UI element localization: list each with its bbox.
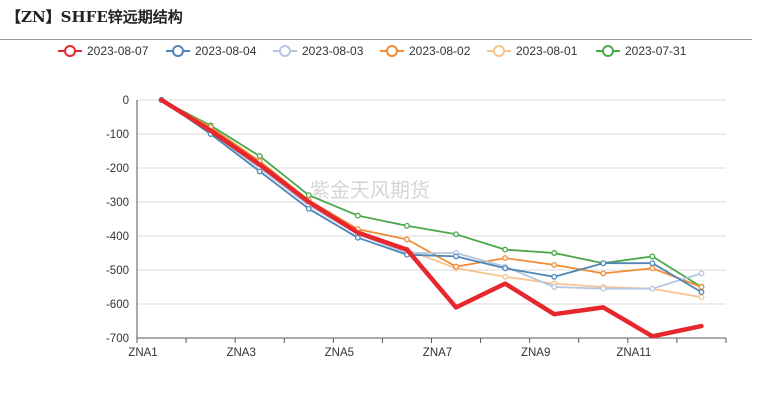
series-2023-08-04 <box>158 97 705 296</box>
y-tick-label: -600 <box>106 299 129 311</box>
x-tick-label: ZNA9 <box>521 347 550 359</box>
series-2023-08-07 <box>159 97 704 339</box>
x-axis: ZNA1 ZNA3 ZNA5 ZNA7 ZNA9 ZNA11 <box>128 337 727 359</box>
legend-swatch-marker <box>493 45 505 57</box>
y-tick-label: -200 <box>106 163 129 175</box>
data-point <box>649 260 656 267</box>
data-point <box>551 284 558 290</box>
data-point <box>502 255 509 262</box>
x-tick-label: ZNA5 <box>325 347 354 359</box>
data-point <box>600 285 607 292</box>
legend-label: 2023-08-03 <box>302 44 364 58</box>
y-tick-label: -100 <box>106 129 129 141</box>
legend-swatch-marker <box>64 45 76 57</box>
legend-label: 2023-08-02 <box>409 44 471 58</box>
legend-label: 2023-08-01 <box>516 44 578 58</box>
data-point <box>502 273 509 280</box>
series-line <box>159 97 704 339</box>
legend-label: 2023-08-04 <box>195 44 257 58</box>
data-point <box>404 222 410 229</box>
data-point <box>256 153 263 160</box>
legend-label: 2023-08-07 <box>87 44 149 58</box>
data-point <box>698 294 705 301</box>
watermark: 紫金天风期货 <box>310 178 430 202</box>
data-point <box>698 284 705 290</box>
series-line <box>160 99 703 288</box>
y-tick-label: -500 <box>106 265 129 277</box>
data-point <box>256 168 263 175</box>
legend-item-2023-08-04[interactable]: 2023-08-04 <box>166 44 257 58</box>
legend-item-2023-08-01[interactable]: 2023-08-01 <box>487 44 578 58</box>
data-point <box>649 285 656 292</box>
data-point <box>305 205 312 212</box>
x-tick-label: ZNA7 <box>423 347 452 359</box>
series-line <box>160 99 703 294</box>
data-point <box>354 212 361 219</box>
series-2023-08-01 <box>158 97 705 301</box>
legend-swatch-marker <box>172 45 184 57</box>
x-tick-label: ZNA3 <box>226 347 255 359</box>
data-point <box>453 263 459 270</box>
y-tick-label: -700 <box>106 333 129 345</box>
x-tick-label: ZNA1 <box>128 347 157 359</box>
legend-item-2023-08-07[interactable]: 2023-08-07 <box>58 44 149 58</box>
series-group <box>158 97 705 339</box>
y-tick-label: -400 <box>106 231 129 243</box>
series-line <box>160 99 703 290</box>
series-2023-08-03 <box>158 97 705 292</box>
legend-swatch-marker <box>602 45 614 57</box>
data-point <box>698 289 705 296</box>
data-point <box>354 234 361 241</box>
data-point <box>453 253 459 260</box>
chart-title: 【ZN】SHFE锌远期结构 <box>6 8 183 26</box>
legend-swatch-marker <box>386 45 398 57</box>
data-point <box>649 265 656 272</box>
data-point <box>551 273 558 280</box>
data-point <box>551 261 558 268</box>
data-point <box>453 231 459 238</box>
data-point <box>404 236 410 243</box>
x-tick-label: ZNA11 <box>616 347 651 359</box>
data-point <box>600 260 607 267</box>
legend-item-2023-08-03[interactable]: 2023-08-03 <box>273 44 364 58</box>
data-point <box>600 270 607 277</box>
y-axis: 0 -100 -200 -300 -400 -500 -600 -700 <box>106 95 138 345</box>
data-point <box>698 270 705 277</box>
legend-item-2023-07-31[interactable]: 2023-07-31 <box>596 44 687 58</box>
series-2023-07-31 <box>158 97 705 290</box>
y-tick-label: -300 <box>106 197 129 209</box>
data-point <box>502 265 509 272</box>
y-tick-label: 0 <box>123 95 129 107</box>
data-point <box>551 250 558 256</box>
legend-item-2023-08-02[interactable]: 2023-08-02 <box>380 44 471 58</box>
data-point <box>502 246 509 253</box>
data-point <box>305 192 312 199</box>
title-divider <box>0 39 752 40</box>
legend-label: 2023-07-31 <box>625 44 687 58</box>
legend-swatch-marker <box>279 45 291 57</box>
series-line <box>160 99 703 299</box>
data-point <box>649 253 656 260</box>
legend[interactable]: 2023-08-07 2023-08-04 2023-08-03 2023-08-02… <box>58 44 687 58</box>
